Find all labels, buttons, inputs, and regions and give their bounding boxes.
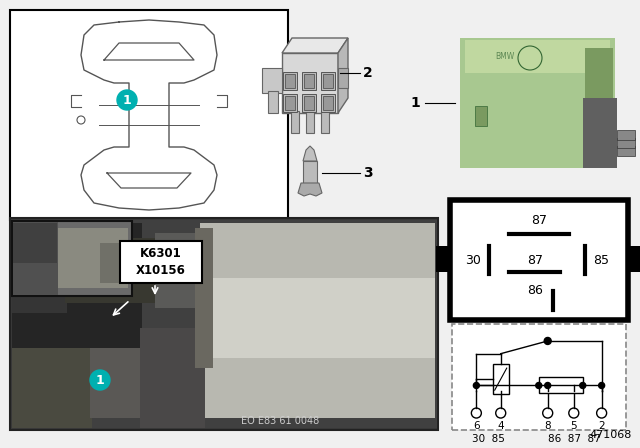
- Bar: [268, 91, 278, 113]
- Bar: [303, 161, 317, 183]
- Bar: [338, 68, 348, 88]
- Bar: [12, 220, 437, 428]
- Text: 30  85: 30 85: [472, 434, 505, 444]
- Circle shape: [474, 383, 479, 388]
- Text: 4: 4: [497, 421, 504, 431]
- Text: 85: 85: [593, 254, 609, 267]
- Text: 1: 1: [95, 374, 104, 387]
- Bar: [617, 130, 635, 140]
- Bar: [12, 223, 142, 348]
- Bar: [493, 364, 509, 394]
- Bar: [12, 348, 92, 428]
- Bar: [306, 111, 314, 133]
- Bar: [617, 138, 635, 148]
- Bar: [65, 238, 155, 303]
- Text: 471068: 471068: [589, 430, 632, 440]
- Circle shape: [580, 383, 586, 388]
- Text: 2: 2: [598, 421, 605, 431]
- Text: X10156: X10156: [136, 263, 186, 276]
- Bar: [100, 243, 130, 283]
- Circle shape: [90, 370, 110, 390]
- Text: EO E83 61 0048: EO E83 61 0048: [241, 416, 319, 426]
- Text: 1: 1: [123, 94, 131, 107]
- Circle shape: [117, 90, 137, 110]
- Bar: [58, 228, 128, 288]
- Bar: [304, 96, 314, 110]
- Circle shape: [545, 383, 550, 388]
- Bar: [465, 40, 610, 73]
- Circle shape: [598, 383, 605, 388]
- Bar: [283, 72, 297, 90]
- Polygon shape: [298, 183, 322, 196]
- Bar: [13, 222, 58, 295]
- Bar: [436, 246, 450, 272]
- Bar: [120, 241, 202, 283]
- Text: 1: 1: [410, 96, 420, 110]
- Bar: [283, 94, 297, 112]
- Bar: [140, 328, 205, 428]
- Text: 5: 5: [570, 421, 577, 431]
- Text: 87: 87: [527, 254, 543, 267]
- Text: 8: 8: [545, 421, 551, 431]
- Bar: [617, 146, 635, 156]
- Bar: [10, 218, 438, 430]
- Circle shape: [544, 337, 551, 345]
- Bar: [460, 38, 615, 168]
- Polygon shape: [338, 38, 348, 113]
- Bar: [323, 96, 333, 110]
- Bar: [282, 53, 338, 113]
- Text: 6: 6: [473, 421, 479, 431]
- Bar: [628, 246, 640, 272]
- Bar: [12, 263, 67, 313]
- Bar: [13, 223, 57, 263]
- Circle shape: [596, 408, 607, 418]
- Bar: [321, 94, 335, 112]
- Circle shape: [496, 408, 506, 418]
- Text: 2: 2: [363, 66, 372, 80]
- Bar: [291, 111, 299, 133]
- Bar: [195, 228, 213, 368]
- Bar: [262, 68, 282, 93]
- Bar: [450, 200, 628, 320]
- Bar: [200, 278, 435, 358]
- Text: BMW: BMW: [495, 52, 515, 60]
- Bar: [475, 106, 487, 126]
- Polygon shape: [282, 38, 348, 53]
- Bar: [321, 111, 329, 133]
- Bar: [302, 72, 316, 90]
- Bar: [10, 10, 288, 220]
- Bar: [90, 348, 200, 418]
- Bar: [285, 96, 295, 110]
- Polygon shape: [303, 146, 317, 161]
- Bar: [304, 74, 314, 88]
- Bar: [155, 233, 195, 308]
- Circle shape: [536, 383, 541, 388]
- Circle shape: [543, 408, 553, 418]
- Bar: [285, 74, 295, 88]
- Bar: [583, 98, 617, 168]
- Text: 30: 30: [465, 254, 481, 267]
- Text: 3: 3: [363, 166, 372, 180]
- Text: 86  87  87: 86 87 87: [548, 434, 601, 444]
- Circle shape: [569, 408, 579, 418]
- Bar: [321, 72, 335, 90]
- Bar: [539, 378, 583, 393]
- Circle shape: [471, 408, 481, 418]
- Bar: [585, 48, 613, 163]
- Bar: [12, 221, 132, 296]
- Text: K6301: K6301: [140, 246, 182, 259]
- Bar: [302, 94, 316, 112]
- Bar: [452, 324, 626, 430]
- Text: 86: 86: [527, 284, 543, 297]
- Bar: [200, 223, 435, 418]
- Text: 87: 87: [531, 214, 547, 227]
- Bar: [323, 74, 333, 88]
